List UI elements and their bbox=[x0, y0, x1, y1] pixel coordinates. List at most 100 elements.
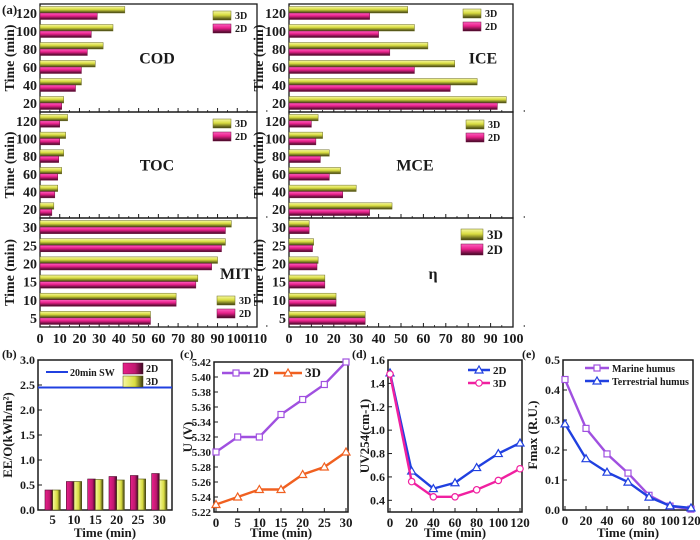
x-axis-label: Time (min) bbox=[424, 525, 486, 540]
bar-3d bbox=[39, 202, 55, 210]
bar-3d bbox=[288, 184, 357, 192]
x-tick-label: 20 bbox=[110, 512, 123, 527]
legend-label-2d: 2D bbox=[239, 309, 251, 320]
bar-3d bbox=[288, 60, 456, 68]
legend-label-3d: 3D bbox=[235, 119, 247, 130]
bar-2d bbox=[39, 281, 197, 289]
y-tick-label: 20 bbox=[272, 257, 286, 272]
x-tick-label: 10 bbox=[304, 332, 318, 347]
panel-title: η bbox=[428, 266, 437, 283]
bar-2d bbox=[39, 245, 222, 253]
panel-eeo: 0.0 0.5 1.0 1.5 2.0 2.5 3.0 5 10 15 20 25 30 20min SW… bbox=[0, 353, 173, 540]
panel-u: 5.22 5.24 5.26 5.28 5.30 5.32 5.34 5.36 5.38 5.40… bbox=[180, 357, 353, 540]
x-tick-label: 5 bbox=[234, 515, 241, 530]
bar-2d bbox=[39, 299, 177, 307]
y-tick-label: 40 bbox=[23, 79, 37, 94]
y-tick-label: 25 bbox=[272, 239, 286, 254]
data-point bbox=[580, 453, 592, 463]
y-tick-label: 20 bbox=[23, 97, 37, 112]
y-tick-label: 0.1 bbox=[545, 473, 560, 487]
bar-2d bbox=[288, 120, 312, 128]
legend-swatch-2d bbox=[465, 132, 485, 143]
bar-2d bbox=[39, 48, 88, 56]
y-axis-label: EE/O(kWh/m²) bbox=[0, 392, 15, 478]
bar-2d bbox=[108, 476, 117, 511]
bar-3d bbox=[39, 78, 82, 86]
bar-2d bbox=[39, 208, 53, 216]
data-point bbox=[471, 462, 482, 472]
bar-3d bbox=[288, 131, 323, 139]
data-point bbox=[643, 491, 655, 501]
y-tick-label: 120 bbox=[265, 115, 286, 130]
x-tick-label: 80 bbox=[191, 332, 205, 347]
x-tick-label: 100 bbox=[503, 332, 524, 347]
data-point bbox=[277, 410, 285, 419]
y-tick-label: 0.0 bbox=[545, 503, 560, 517]
x-tick-label: 50 bbox=[132, 332, 146, 347]
y-tick-label: 1.5 bbox=[20, 428, 35, 442]
bar-3d bbox=[159, 479, 168, 511]
legend-swatch-2d bbox=[216, 308, 236, 319]
data-point bbox=[516, 464, 524, 473]
y-tick-label: 60 bbox=[272, 168, 286, 183]
bar-3d bbox=[39, 184, 59, 192]
data-point bbox=[299, 395, 307, 404]
legend-label: Terrestrial humus bbox=[612, 377, 689, 388]
legend-label-3d: 3D bbox=[235, 11, 247, 22]
x-tick-label: 30 bbox=[349, 332, 363, 347]
x-tick-label: 30 bbox=[153, 512, 166, 527]
bar-2d bbox=[288, 191, 344, 199]
y-tick-label: 0.5 bbox=[20, 478, 35, 492]
bar-3d bbox=[39, 149, 64, 157]
bar-2d bbox=[288, 138, 317, 146]
legend-label-2d: 2D bbox=[485, 22, 497, 33]
y-tick-label: 5.36 bbox=[192, 402, 212, 414]
y-tick-label: 0.3 bbox=[545, 413, 560, 427]
x-tick-label: 50 bbox=[394, 332, 408, 347]
legend-marker bbox=[591, 375, 603, 385]
x-axis-label: Time (min) bbox=[597, 525, 659, 540]
x-tick-label: 0 bbox=[387, 515, 394, 530]
x-tick-label: 15 bbox=[275, 515, 289, 530]
panel-title: MCE bbox=[396, 157, 433, 174]
data-point bbox=[561, 375, 569, 384]
x-tick-label: 60 bbox=[622, 513, 635, 528]
legend-label-2d: 2D bbox=[235, 24, 247, 35]
y-tick-label: 3.0 bbox=[20, 353, 35, 367]
y-tick-label: 80 bbox=[23, 43, 37, 58]
x-tick-label: 60 bbox=[449, 515, 462, 530]
bar-3d bbox=[39, 60, 96, 68]
legend-swatch-3d bbox=[212, 118, 232, 129]
bar-3d bbox=[137, 478, 146, 511]
panel-uv254: 0.4 0.6 0.8 1.0 1.2 1.4 1.6 0 20 40 60 80 100 120 2D3D… bbox=[357, 353, 530, 540]
x-tick-label: 100 bbox=[227, 332, 248, 347]
x-tick-label: 80 bbox=[470, 515, 483, 530]
y-tick-label: 100 bbox=[16, 133, 37, 148]
y-tick-label: 5.26 bbox=[192, 477, 212, 489]
y-tick-label: 40 bbox=[272, 186, 286, 201]
legend-swatch-2d bbox=[122, 362, 144, 375]
x-tick-label: 30 bbox=[340, 515, 353, 530]
y-tick-label: 5.34 bbox=[192, 417, 212, 429]
legend-label: 3D bbox=[305, 365, 321, 380]
bar-2d bbox=[288, 173, 330, 181]
x-tick-label: 70 bbox=[439, 332, 453, 347]
y-tick-label: 5.32 bbox=[192, 432, 212, 444]
y-axis-label: UV254(cm-1) bbox=[357, 399, 372, 473]
bar-2d bbox=[288, 299, 337, 307]
y-tick-label: 5 bbox=[279, 312, 286, 327]
data-point bbox=[319, 461, 330, 471]
data-point bbox=[451, 492, 459, 501]
panel-label-d: (d) bbox=[352, 347, 367, 361]
x-tick-label: 30 bbox=[92, 332, 106, 347]
bar-3d bbox=[288, 114, 319, 122]
data-point bbox=[582, 424, 590, 432]
bar-2d bbox=[288, 48, 391, 56]
x-tick-label: 40 bbox=[372, 332, 386, 347]
y-tick-label: 0.4 bbox=[545, 383, 560, 397]
x-tick-label: 10 bbox=[253, 515, 266, 530]
panel-label-b: (b) bbox=[2, 347, 17, 361]
legend-swatch-3d bbox=[212, 10, 232, 21]
y-tick-label: 5.38 bbox=[192, 387, 212, 399]
legend-label-2d: 2D bbox=[235, 132, 247, 143]
